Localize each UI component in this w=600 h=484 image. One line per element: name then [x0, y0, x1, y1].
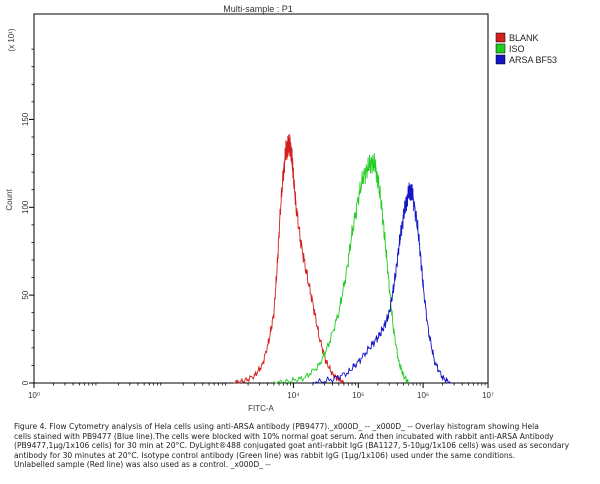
legend-label: BLANK [509, 33, 539, 43]
series-line-arsa-bf53 [312, 182, 451, 384]
y-multiplier: (x 10¹) [7, 28, 16, 51]
series-line-iso [273, 152, 409, 384]
caption-line: (PB9477,1μg/1x106 cells) for 30 min at 2… [14, 441, 570, 451]
figure-caption: Figure 4. Flow Cytometry analysis of Hel… [14, 422, 592, 470]
y-tick-label: 150 [21, 112, 30, 126]
x-tick-label: 10⁵ [352, 391, 364, 400]
series-line-blank [233, 133, 345, 384]
flow-histogram-chart: Multi-sample : P1 (x 10¹) Count FITC-A 1… [5, 4, 557, 413]
series-layer [233, 133, 451, 384]
y-tick-label: 50 [21, 290, 30, 299]
legend-swatch [495, 54, 506, 65]
y-tick-label: 100 [21, 200, 30, 214]
legend-swatch [495, 43, 506, 54]
ticks-layer: 10⁰ 10⁴ 10⁵ 10⁶ 10⁷ 0 50 100 150 [21, 48, 494, 400]
y-tick-label: 0 [21, 380, 30, 385]
caption-line: cells stained with PB9477 (Blue line).Th… [14, 431, 554, 441]
caption-line: Figure 4. Flow Cytometry analysis of Hel… [14, 422, 539, 431]
x-tick-label: 10⁶ [417, 391, 429, 400]
plot-area: 10⁰ 10⁴ 10⁵ 10⁶ 10⁷ 0 50 100 150 [21, 13, 494, 400]
legend-swatch [495, 32, 506, 43]
legend-label: ISO [509, 44, 525, 54]
x-tick-label: 10⁴ [287, 391, 300, 400]
x-tick-label: 10⁷ [482, 391, 494, 400]
x-tick-label: 10⁰ [28, 391, 40, 400]
legend-label: ARSA BF53 [509, 55, 557, 65]
caption-line: antibody for 30 minutes at 20°C. Isotype… [14, 450, 516, 460]
caption-line: Unlabelled sample (Red line) was also us… [14, 460, 271, 470]
x-axis-title: FITC-A [248, 404, 274, 413]
y-axis-title: Count [5, 189, 14, 211]
chart-title: Multi-sample : P1 [223, 4, 293, 14]
plot-frame [33, 13, 489, 384]
